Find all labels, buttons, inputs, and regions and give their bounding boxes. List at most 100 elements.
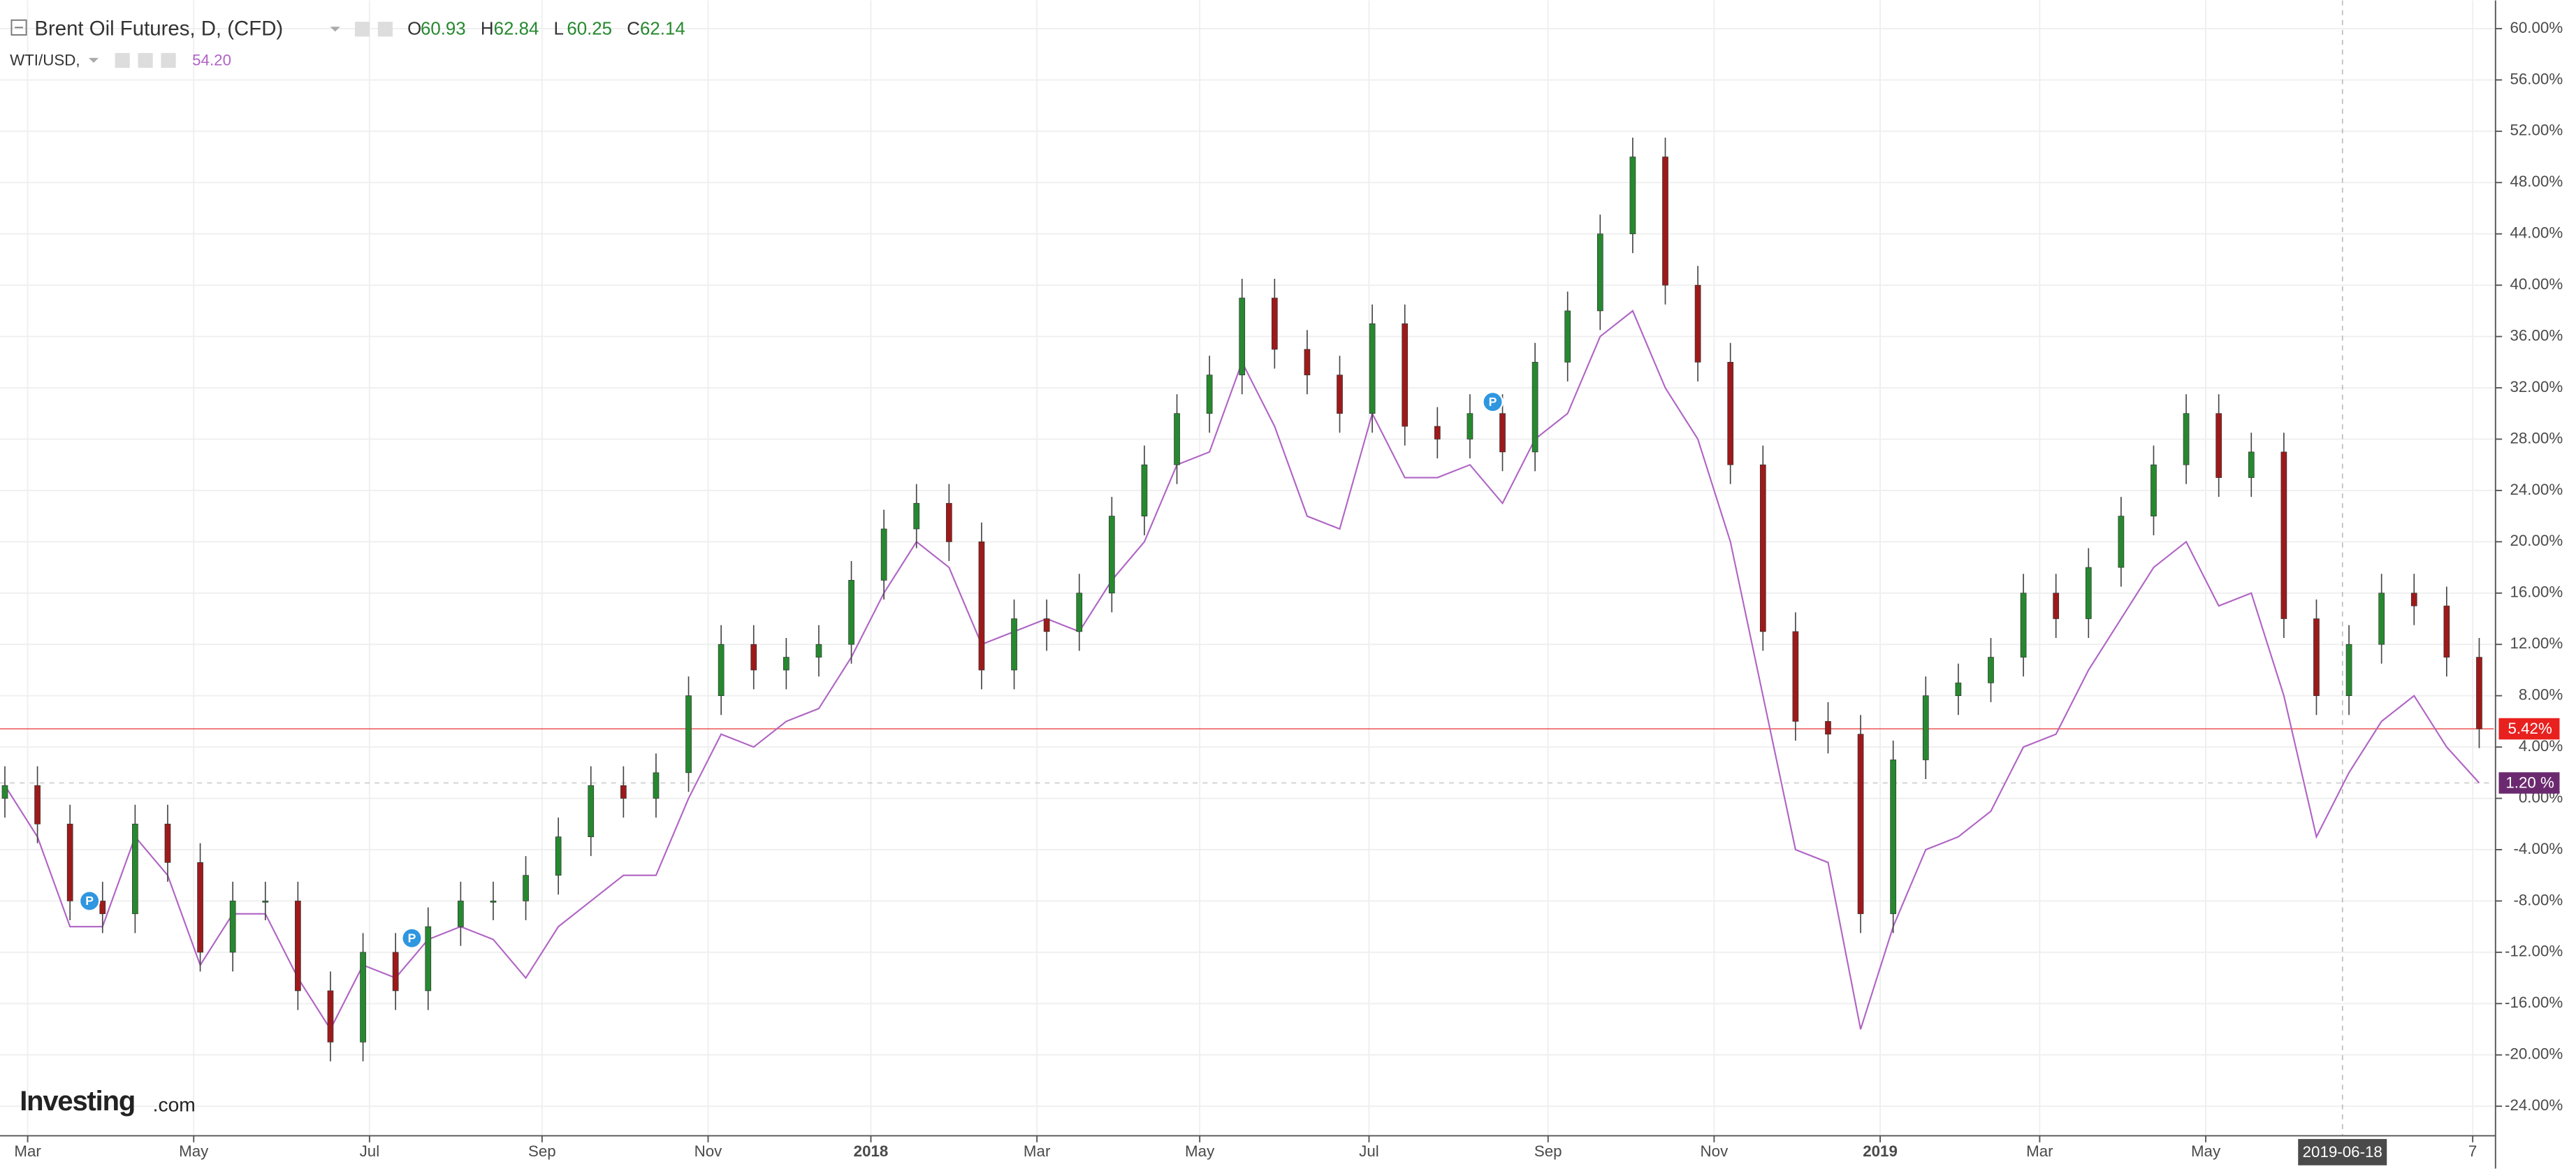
y-tick-label: -16.00% [2505, 994, 2563, 1011]
legend: Brent Oil Futures, D, (CFD) O60.93 H 62.84… [10, 17, 685, 69]
x-tick-label: May [2191, 1142, 2221, 1160]
x-tick-label: Nov [1701, 1142, 1729, 1160]
watermark: Investing .com [20, 1086, 196, 1117]
event-marker [78, 890, 101, 912]
y-tick-label: -4.00% [2513, 840, 2563, 857]
x-tick-label: Mar [1024, 1142, 1051, 1160]
candle-body [1011, 618, 1017, 671]
x-tick-label: Nov [694, 1142, 723, 1160]
y-tick-label: 8.00% [2519, 686, 2563, 704]
candle-body [1271, 298, 1278, 350]
candle-body [1467, 413, 1473, 440]
candle-body [1402, 323, 1409, 427]
candle-body [2183, 413, 2190, 465]
candle-body [490, 901, 497, 903]
y-tick-label: 20.00% [2510, 532, 2563, 549]
event-marker [1482, 391, 1504, 413]
candle-body [1890, 760, 1897, 915]
y-tick-label: 40.00% [2510, 275, 2563, 293]
candle-body [978, 541, 985, 671]
candle-body [1434, 426, 1441, 440]
candle-body [327, 990, 334, 1043]
y-tick-label: 60.00% [2510, 19, 2563, 36]
ohlc-value: 60.93 [421, 20, 466, 39]
candle-body [1531, 361, 1538, 453]
x-tick-label: Mar [14, 1142, 41, 1160]
candle-body [1141, 464, 1148, 516]
dropdown-arrow[interactable] [330, 27, 340, 32]
candle-body [1304, 349, 1311, 376]
candle-body [2280, 451, 2287, 619]
candle-body [360, 952, 366, 1043]
ohlc-value: 62.14 [640, 20, 685, 39]
plot: P P P [0, 0, 2494, 1136]
x-tick-label: May [1185, 1142, 1215, 1160]
candle-body [783, 657, 789, 671]
candle-body [1694, 284, 1701, 363]
candle-body [1759, 464, 1766, 632]
candle-body [1043, 618, 1050, 632]
settings-icon[interactable] [377, 22, 393, 37]
candle-body [1206, 375, 1213, 414]
candle-body [1988, 657, 1994, 683]
x-tick-label: 7 [2468, 1142, 2477, 1160]
candle-body [620, 785, 627, 799]
compare-name: WTI/USD, [10, 51, 80, 68]
candle-body [1825, 721, 1831, 735]
last-value-label: 5.42% [2508, 720, 2552, 737]
x-tick-label: May [179, 1142, 209, 1160]
ohlc-key: C [627, 20, 640, 39]
close-icon[interactable] [161, 52, 176, 68]
settings-icon[interactable] [138, 52, 153, 68]
candle-body [1076, 593, 1083, 632]
candle-body [1499, 413, 1506, 453]
candle-body [1629, 157, 1636, 235]
event-marker-label: P [408, 931, 416, 945]
dropdown-arrow[interactable] [88, 57, 99, 63]
ohlc-key: O [407, 20, 421, 39]
y-tick-label: 12.00% [2510, 634, 2563, 652]
y-tick-label: 28.00% [2510, 429, 2563, 446]
x-tick-label: 2019 [1863, 1142, 1898, 1160]
y-tick-label: 16.00% [2510, 583, 2563, 601]
x-tick-label: Jul [360, 1142, 380, 1160]
candle-body [262, 901, 269, 903]
candle-body [1564, 310, 1571, 363]
candle-body [2476, 657, 2482, 729]
candle-body [1239, 298, 1246, 376]
candle-body [1662, 157, 1668, 286]
candle-body [66, 823, 73, 901]
candle-body [2020, 593, 2027, 658]
candle-body [718, 644, 725, 697]
candle-body [34, 785, 41, 825]
candle-body [2053, 593, 2060, 619]
candle-body [945, 502, 952, 542]
candle-body [229, 901, 236, 953]
candle-body [685, 695, 692, 774]
x-tick-label: Sep [528, 1142, 556, 1160]
last-value-badge [2498, 772, 2560, 794]
last-value-badge [2498, 718, 2560, 740]
candle-body [2248, 451, 2255, 478]
candle-body [1596, 233, 1603, 312]
event-marker-label: P [85, 894, 94, 908]
crosshair-badge [2298, 1139, 2387, 1166]
candle-body [653, 772, 660, 799]
candle-body [197, 862, 203, 953]
ohlc-values: O60.93 H 62.84 L 60.25 C 62.14 [407, 20, 685, 39]
candle-body [2215, 413, 2222, 478]
candle-body [1174, 413, 1180, 465]
candle-body [1955, 682, 1962, 697]
y-tick-label: 4.00% [2519, 737, 2563, 755]
x-tick-label: Jul [1359, 1142, 1379, 1160]
candle-body [458, 901, 464, 927]
candle-body [2345, 644, 2352, 697]
settings-icon[interactable] [354, 22, 370, 37]
collapse-icon[interactable] [10, 19, 27, 36]
settings-icon[interactable] [115, 52, 130, 68]
y-tick-label: 52.00% [2510, 122, 2563, 139]
candle-body [1792, 631, 1799, 722]
candle-body [164, 823, 171, 863]
candle-body [132, 823, 138, 915]
